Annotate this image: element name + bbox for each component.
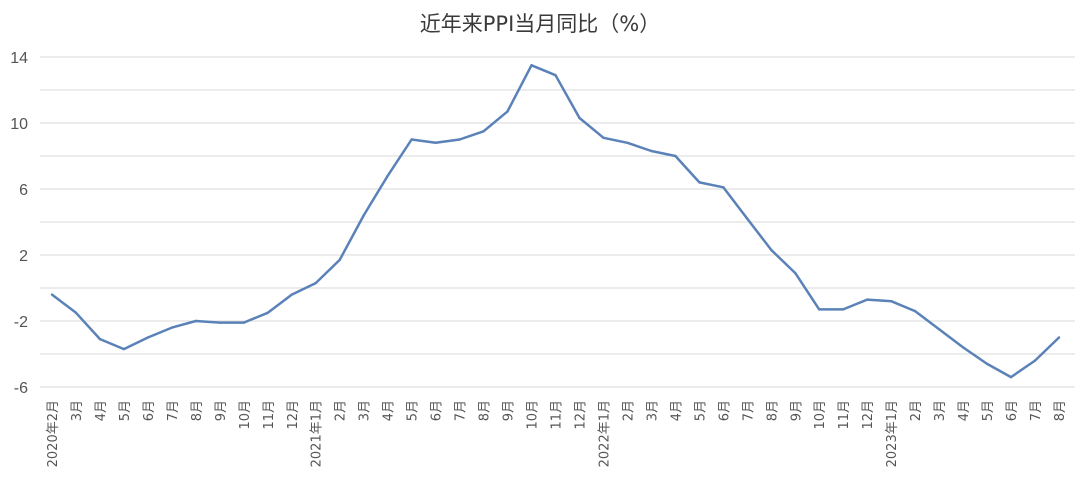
data-point bbox=[218, 321, 222, 324]
data-point bbox=[50, 293, 54, 296]
x-tick-label: 4月 bbox=[957, 400, 972, 421]
data-point bbox=[961, 346, 965, 349]
x-tick-label: 7月 bbox=[1029, 400, 1044, 421]
series-line bbox=[51, 64, 1060, 379]
data-point bbox=[194, 319, 198, 323]
x-tick-label: 6月 bbox=[142, 400, 157, 421]
x-tick-label: 2月 bbox=[621, 400, 636, 421]
x-tick-label: 3月 bbox=[358, 400, 373, 421]
data-point bbox=[674, 154, 677, 158]
x-tick-label: 8月 bbox=[765, 400, 780, 421]
data-point bbox=[554, 73, 557, 77]
x-tick-label: 12月 bbox=[573, 400, 588, 430]
y-tick-label: 10 bbox=[10, 116, 28, 133]
data-point bbox=[290, 293, 293, 296]
data-point bbox=[458, 138, 461, 141]
y-axis-ticks: 14 10 6 2 -2 -6 bbox=[10, 50, 28, 397]
data-point bbox=[937, 328, 941, 331]
data-point bbox=[122, 347, 126, 351]
x-tick-label: 3月 bbox=[70, 400, 85, 421]
x-tick-label: 11月 bbox=[262, 400, 277, 430]
x-tick-label: 4月 bbox=[94, 400, 109, 421]
data-point bbox=[746, 217, 749, 220]
x-tick-label: 2023年1月 bbox=[885, 400, 900, 467]
data-point bbox=[362, 214, 365, 217]
x-tick-label: 6月 bbox=[430, 400, 445, 421]
data-point bbox=[889, 300, 893, 303]
data-point bbox=[170, 326, 174, 329]
data-point bbox=[578, 116, 581, 120]
y-tick-label: 14 bbox=[10, 50, 28, 67]
x-tick-label: 11月 bbox=[550, 400, 565, 430]
x-tick-label: 7月 bbox=[166, 400, 181, 421]
y-tick-label: -2 bbox=[14, 314, 28, 331]
data-point bbox=[1009, 375, 1013, 379]
data-point bbox=[626, 141, 629, 144]
x-tick-label: 3月 bbox=[933, 400, 948, 421]
x-tick-label: 2月 bbox=[909, 400, 924, 421]
x-tick-label: 8月 bbox=[478, 400, 493, 421]
x-tick-label: 10月 bbox=[813, 400, 828, 430]
x-tick-label: 4月 bbox=[669, 400, 684, 421]
x-tick-label: 10月 bbox=[238, 400, 253, 430]
x-tick-label: 5月 bbox=[118, 400, 133, 421]
gridlines bbox=[40, 56, 1075, 388]
x-tick-label: 5月 bbox=[406, 400, 421, 421]
data-point bbox=[266, 311, 269, 314]
y-tick-label: 2 bbox=[19, 248, 28, 265]
y-tick-label: 6 bbox=[19, 182, 28, 199]
data-point bbox=[818, 308, 821, 311]
x-tick-label: 4月 bbox=[382, 400, 397, 421]
data-point bbox=[434, 141, 437, 144]
chart-title: 近年来PPI当月同比（%） bbox=[419, 12, 661, 36]
x-tick-label: 2021年1月 bbox=[310, 400, 325, 467]
x-tick-label: 10月 bbox=[526, 400, 541, 430]
x-tick-label: 12月 bbox=[286, 400, 301, 430]
data-point bbox=[1057, 336, 1061, 339]
data-point bbox=[913, 309, 917, 313]
data-point bbox=[314, 281, 317, 285]
x-tick-label: 7月 bbox=[741, 400, 756, 421]
data-point bbox=[242, 321, 246, 324]
x-tick-label: 6月 bbox=[1005, 400, 1020, 421]
data-point bbox=[530, 64, 533, 67]
x-tick-label: 5月 bbox=[693, 400, 708, 421]
y-tick-label: -6 bbox=[14, 380, 28, 397]
x-tick-label: 6月 bbox=[717, 400, 732, 421]
data-point bbox=[722, 186, 725, 189]
x-tick-label: 9月 bbox=[502, 400, 517, 421]
data-point bbox=[985, 362, 989, 366]
x-tick-label: 9月 bbox=[789, 400, 804, 421]
data-point bbox=[98, 337, 102, 341]
x-tick-label: 9月 bbox=[214, 400, 229, 421]
x-tick-label: 5月 bbox=[981, 400, 996, 421]
series-line-layer bbox=[50, 64, 1061, 379]
data-point bbox=[865, 298, 869, 301]
data-point bbox=[146, 336, 150, 339]
x-tick-label: 12月 bbox=[861, 400, 876, 430]
data-point bbox=[770, 248, 773, 252]
data-point bbox=[1033, 359, 1037, 362]
data-point bbox=[794, 271, 797, 275]
data-point bbox=[386, 174, 389, 177]
data-point bbox=[410, 138, 413, 141]
data-point bbox=[602, 136, 605, 140]
data-point bbox=[842, 308, 845, 311]
x-tick-label: 2020年2月 bbox=[46, 400, 61, 467]
x-tick-label: 2022年1月 bbox=[597, 400, 612, 467]
x-tick-label: 7月 bbox=[454, 400, 469, 421]
data-point bbox=[338, 258, 341, 262]
x-axis-ticks: 2020年2月 3月 4月 5月 6月 7月 8月 9月 10月 11月 12月 2021年1月 2月 3… bbox=[46, 400, 1068, 467]
x-tick-label: 2月 bbox=[334, 400, 349, 421]
data-point bbox=[482, 130, 485, 133]
data-point bbox=[74, 311, 78, 314]
x-tick-label: 3月 bbox=[645, 400, 660, 421]
data-point bbox=[506, 110, 509, 113]
data-point bbox=[650, 149, 653, 153]
data-point bbox=[698, 181, 701, 184]
x-tick-label: 8月 bbox=[1053, 400, 1068, 421]
x-tick-label: 8月 bbox=[190, 400, 205, 421]
x-tick-label: 11月 bbox=[837, 400, 852, 430]
